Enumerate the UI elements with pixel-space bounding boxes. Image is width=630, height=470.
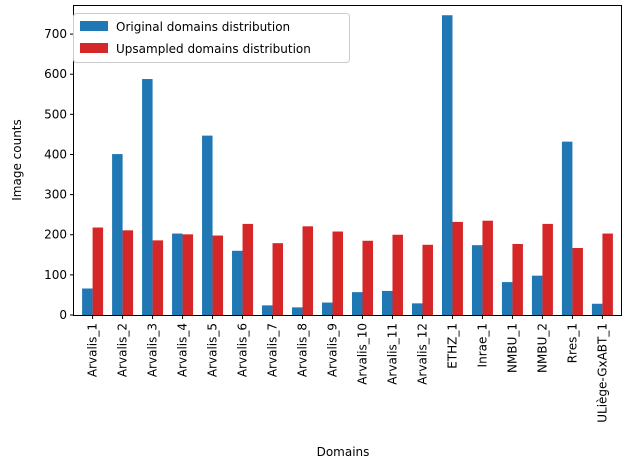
legend-frame <box>73 13 350 63</box>
x-tick-label: Arvalis_6 <box>236 323 250 377</box>
y-tick-label: 400 <box>44 147 67 161</box>
bar-original-arvalis_12 <box>411 303 423 315</box>
bar-upsampled-arvalis_9 <box>332 231 344 315</box>
bar-upsampled-arvalis_10 <box>362 240 373 315</box>
bar-upsampled-arvalis_7 <box>272 243 284 315</box>
bar-original-arvalis_3 <box>142 79 153 315</box>
x-tick-label: Arvalis_7 <box>266 323 280 377</box>
bar-original-arvalis_8 <box>292 307 303 315</box>
y-axis-label: Image counts <box>10 119 24 201</box>
x-tick-label: Rres_1 <box>565 323 579 363</box>
bars-group <box>82 15 613 315</box>
x-tick-label: Arvalis_8 <box>296 323 310 377</box>
y-tick-label: 300 <box>44 188 67 202</box>
legend: Original domains distribution Upsampled … <box>73 13 350 63</box>
bar-original-arvalis_5 <box>202 135 213 315</box>
bar-original-nmbu_1 <box>501 282 513 315</box>
bar-upsampled-arvalis_2 <box>122 230 134 315</box>
y-tick-label: 100 <box>44 268 67 282</box>
x-tick-label: Arvalis_4 <box>176 323 190 377</box>
bar-original-arvalis_1 <box>82 288 93 315</box>
x-tick-label: ULiège-GxABT_1 <box>595 323 609 423</box>
x-tick-label: Arvalis_3 <box>146 323 160 377</box>
x-tick-label: Inrae_1 <box>475 323 489 367</box>
legend-label-upsampled: Upsampled domains distribution <box>116 42 311 56</box>
y-axis: 0 100 200 300 400 500 600 700 <box>44 27 74 322</box>
bar-upsampled-inrae_1 <box>482 220 493 315</box>
x-tick-label: Arvalis_5 <box>206 323 220 377</box>
x-axis: Arvalis_1 Arvalis_2 Arvalis_3 Arvalis_4 Arva… <box>86 315 609 423</box>
bar-upsampled-ethz_1 <box>452 221 463 315</box>
bar-upsampled-arvalis_11 <box>392 234 403 315</box>
bar-upsampled-arvalis_6 <box>242 223 254 315</box>
x-tick-label: Arvalis_9 <box>326 323 340 377</box>
x-tick-label: NMBU_2 <box>535 323 549 373</box>
y-tick-label: 600 <box>44 67 67 81</box>
y-tick-label: 700 <box>44 27 67 41</box>
plot-frame <box>73 5 622 316</box>
bar-original-arvalis_2 <box>112 154 123 315</box>
x-axis-label: Domains <box>317 445 370 459</box>
x-tick-label: NMBU_1 <box>505 323 519 373</box>
bar-upsampled-arvalis_5 <box>212 235 224 315</box>
bar-upsampled-rres_1 <box>572 247 583 315</box>
x-tick-label: Arvalis_1 <box>86 323 100 377</box>
bar-original-uliège-gxabt_1 <box>591 303 603 315</box>
legend-label-original: Original domains distribution <box>116 20 290 34</box>
bar-original-inrae_1 <box>471 245 483 315</box>
bar-original-arvalis_4 <box>172 233 183 315</box>
legend-swatch-upsampled <box>80 43 108 53</box>
y-tick-label: 500 <box>44 107 67 121</box>
legend-swatch-original <box>80 21 108 31</box>
bar-upsampled-arvalis_8 <box>302 226 314 315</box>
bar-original-rres_1 <box>561 141 573 315</box>
x-tick-label: ETHZ_1 <box>445 323 459 369</box>
y-tick-label: 0 <box>59 308 67 322</box>
bar-upsampled-arvalis_12 <box>422 244 433 315</box>
y-tick-label: 200 <box>44 228 67 242</box>
bar-upsampled-arvalis_4 <box>182 234 194 315</box>
x-tick-label: Arvalis_2 <box>116 323 130 377</box>
bar-upsampled-nmbu_1 <box>512 243 523 315</box>
bar-original-nmbu_2 <box>531 275 543 315</box>
bar-upsampled-arvalis_1 <box>92 227 104 315</box>
x-tick-label: Arvalis_12 <box>415 323 429 385</box>
bar-original-arvalis_6 <box>232 250 243 315</box>
x-tick-label: Arvalis_11 <box>385 323 399 385</box>
bar-upsampled-nmbu_2 <box>542 223 553 315</box>
bar-upsampled-arvalis_3 <box>152 240 164 315</box>
bar-original-ethz_1 <box>441 15 453 315</box>
bar-original-arvalis_7 <box>262 305 273 315</box>
x-tick-label: Arvalis_10 <box>355 323 369 385</box>
bar-upsampled-uliège-gxabt_1 <box>602 233 613 315</box>
bar-original-arvalis_9 <box>322 302 333 315</box>
bar-original-arvalis_10 <box>352 292 363 315</box>
bar-original-arvalis_11 <box>381 290 393 315</box>
